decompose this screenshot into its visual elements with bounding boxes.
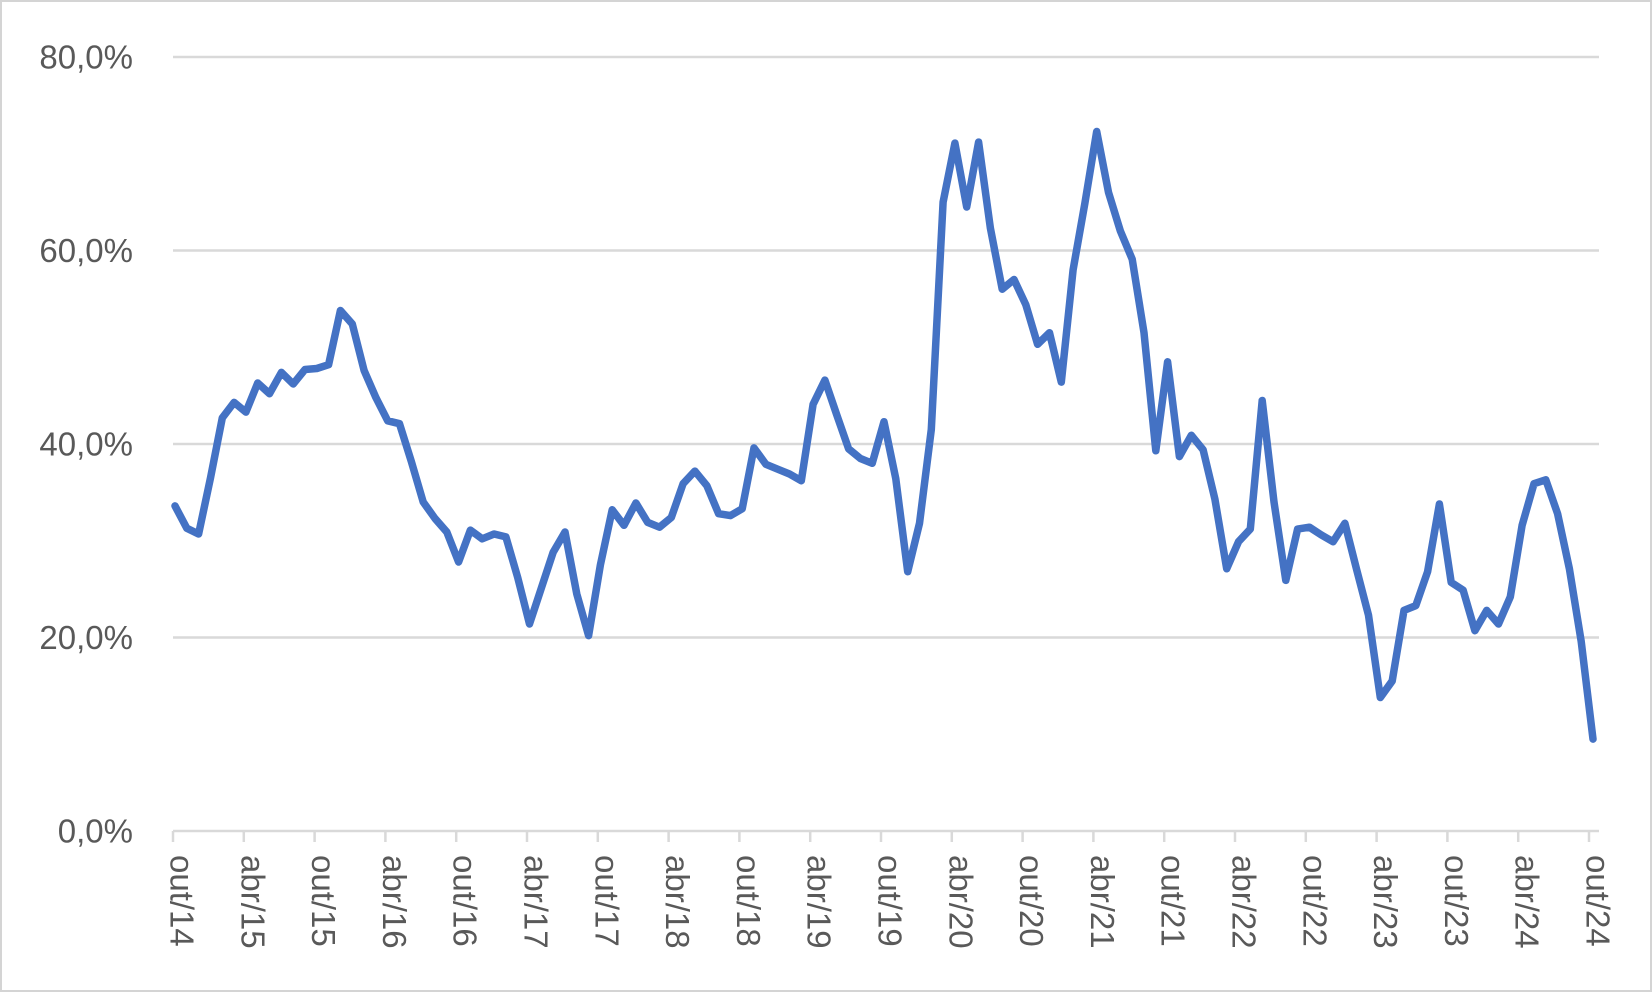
x-axis-tick-label: abr/19 bbox=[801, 855, 838, 949]
x-axis-tick-label: out/18 bbox=[730, 855, 767, 947]
x-axis-tick-label: abr/24 bbox=[1509, 855, 1546, 949]
x-axis-tick-label: out/24 bbox=[1580, 855, 1617, 947]
y-axis-tick-label: 40,0% bbox=[39, 426, 133, 463]
x-axis-tick-label: out/20 bbox=[1013, 855, 1050, 947]
x-axis-tick-label: out/22 bbox=[1296, 855, 1333, 947]
x-axis-tick-label: out/15 bbox=[305, 855, 342, 947]
x-axis-tick-label: abr/15 bbox=[234, 855, 271, 949]
x-axis-tick-label: out/21 bbox=[1155, 855, 1192, 947]
x-axis-tick-label: abr/23 bbox=[1367, 855, 1404, 949]
data-line-series bbox=[171, 127, 1597, 743]
x-axis-tick-label: abr/17 bbox=[518, 855, 555, 949]
y-axis-tick-label: 80,0% bbox=[39, 39, 133, 76]
x-axis-tick-label: abr/21 bbox=[1084, 855, 1121, 949]
x-axis-tick-label: abr/16 bbox=[376, 855, 413, 949]
x-axis-tick-label: abr/22 bbox=[1226, 855, 1263, 949]
x-axis-tick-label: out/17 bbox=[588, 855, 625, 947]
x-axis-tick-label: abr/20 bbox=[942, 855, 979, 949]
x-axis-tick-label: out/14 bbox=[164, 855, 201, 947]
x-axis-tick-label: out/23 bbox=[1438, 855, 1475, 947]
x-axis-tick-label: out/19 bbox=[872, 855, 909, 947]
x-axis-tick-label: abr/18 bbox=[659, 855, 696, 949]
y-axis-tick-label: 20,0% bbox=[39, 619, 133, 656]
y-axis-tick-label: 0,0% bbox=[58, 813, 133, 850]
x-axis-tick-label: out/16 bbox=[447, 855, 484, 947]
y-axis-tick-label: 60,0% bbox=[39, 232, 133, 269]
